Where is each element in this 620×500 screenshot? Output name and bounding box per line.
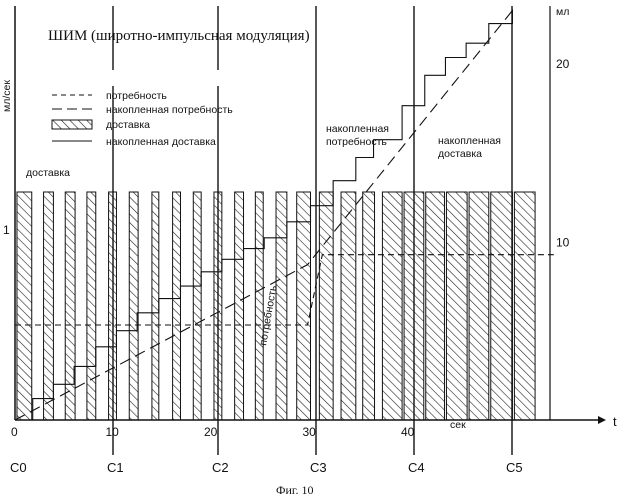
delivery-pulse-18 (382, 192, 402, 420)
delivery-pulse-13 (276, 192, 287, 420)
delivery-pulse-14 (297, 192, 311, 420)
legend-label-cumulative-delivery: накопленная доставка (106, 136, 216, 148)
delivery-pulse-1 (17, 192, 32, 420)
x-tick-40: 40 (401, 425, 415, 439)
delivery-pulse-8 (173, 192, 181, 420)
annotation-line: накопленная (326, 123, 389, 135)
annotation-delivery: доставка (26, 167, 70, 179)
delivery-pulse-11 (235, 192, 244, 420)
delivery-pulse-6 (129, 192, 138, 420)
delivery-pulse-22 (469, 192, 489, 420)
delivery-pulse-15 (319, 192, 333, 420)
checkpoint-label-C1: C1 (107, 460, 124, 475)
legend-label-cumulative-demand: накопленная потребность (106, 104, 233, 116)
annotation-line: доставка (438, 148, 482, 160)
y-left-tick-1: 1 (3, 223, 10, 237)
annotation-cumulative-delivery: накопленнаядоставка (438, 135, 501, 160)
delivery-pulse-23 (491, 192, 513, 420)
x-tick-0: 0 (11, 425, 18, 439)
checkpoint-label-C4: C4 (408, 460, 425, 475)
legend-label-demand: потребность (106, 90, 167, 102)
checkpoint-label-C2: C2 (212, 460, 229, 475)
checkpoint-label-C3: C3 (310, 460, 327, 475)
x-tick-20: 20 (204, 425, 218, 439)
x-axis-label: t (613, 414, 617, 429)
legend-label-delivery: доставка (106, 119, 150, 131)
chart-title: ШИМ (широтно-импульсная модуляция) (48, 28, 310, 44)
y-right-tick-10: 10 (556, 235, 570, 249)
delivery-pulse-7 (152, 192, 159, 420)
checkpoint-label-C0: C0 (10, 460, 27, 475)
x-tick-30: 30 (303, 425, 317, 439)
y-right-label: мл (556, 6, 569, 18)
delivery-pulse-9 (193, 192, 201, 420)
delivery-pulse-2 (44, 192, 54, 420)
delivery-pulse-21 (446, 192, 467, 420)
delivery-pulse-17 (363, 192, 375, 420)
x-unit-label: сек (450, 419, 466, 431)
checkpoint-label-C5: C5 (506, 460, 523, 475)
annotation-line: накопленная (438, 135, 501, 147)
delivery-pulse-4 (87, 192, 96, 420)
y-right-tick-20: 20 (556, 57, 570, 71)
x-tick-10: 10 (106, 425, 120, 439)
x-axis-arrow (598, 416, 606, 424)
annotation-cumulative-demand: накопленнаяпотребность (326, 123, 389, 148)
legend-swatch-hatched (52, 120, 92, 129)
delivery-pulse-3 (65, 192, 75, 420)
annotation-line: потребность (326, 136, 387, 148)
figure-caption: Фиг. 10 (276, 483, 313, 497)
delivery-pulse-16 (341, 192, 356, 420)
y-left-label: мл/сек (1, 80, 13, 112)
delivery-pulse-20 (426, 192, 445, 420)
delivery-pulse-12 (255, 192, 263, 420)
delivery-pulse-24 (514, 192, 535, 420)
legend: потребность накопленная потребность дост… (52, 90, 233, 148)
